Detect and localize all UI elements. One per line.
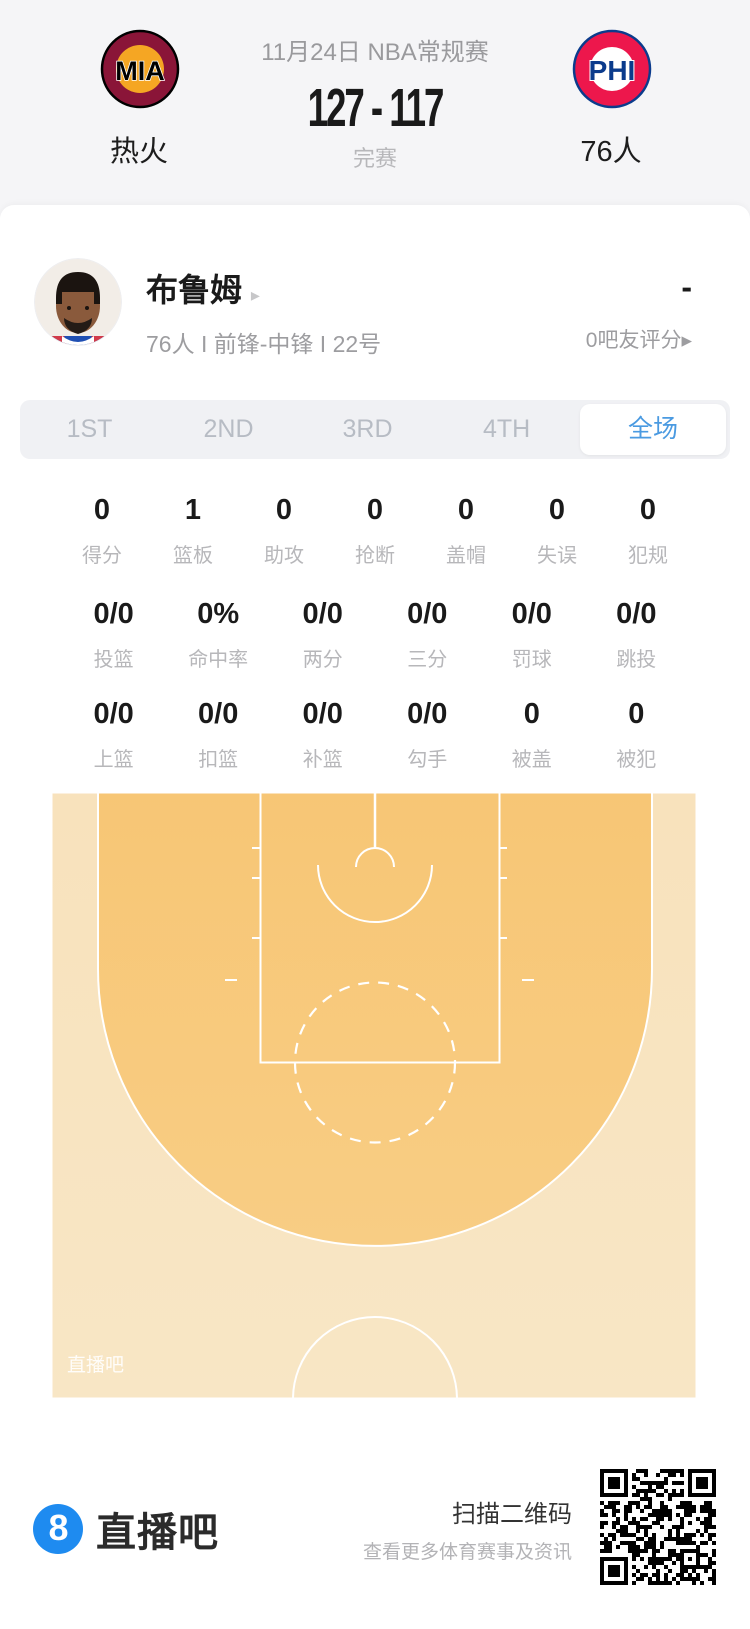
svg-text:8: 8 (48, 1507, 68, 1548)
svg-text:PHI: PHI (588, 55, 635, 86)
